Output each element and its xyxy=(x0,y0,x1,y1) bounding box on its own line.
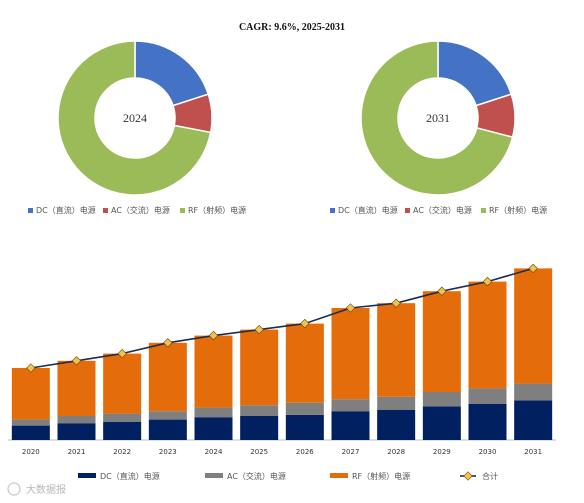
bar-3-2024 xyxy=(194,335,233,408)
donut-1-slice-1 xyxy=(134,40,210,107)
total-marker-2027 xyxy=(345,303,356,313)
bar-3-2021 xyxy=(57,360,96,416)
x-tick-2031: 2031 xyxy=(524,448,542,456)
bar-1-2020 xyxy=(11,425,50,440)
bar-1-2024 xyxy=(194,417,233,440)
donut-1-slice-3 xyxy=(57,40,212,196)
total-marker-2028 xyxy=(391,298,401,308)
bar-1-2029 xyxy=(422,406,461,440)
x-tick-2021: 2021 xyxy=(68,448,86,456)
bar-3-2025 xyxy=(240,329,279,406)
donut-2-slice-3 xyxy=(360,40,514,196)
total-marker-2020 xyxy=(26,363,36,373)
bar-legend-label-3: RF（射频）电源 xyxy=(352,471,410,481)
bar-3-2027 xyxy=(331,308,370,400)
total-marker-2022 xyxy=(117,348,127,359)
bar-3-2023 xyxy=(148,342,187,412)
donut-1-legend-swatch-2 xyxy=(103,208,108,213)
chart-title: CAGR: 9.6%, 2025-2031 xyxy=(238,22,346,33)
bar-legend-swatch-2 xyxy=(205,473,223,478)
donut-1-legend-label-1: DC（直流）电源 xyxy=(36,205,96,215)
total-marker-2031 xyxy=(528,263,538,274)
x-tick-2020: 2020 xyxy=(22,448,40,456)
x-tick-2030: 2030 xyxy=(479,448,497,456)
x-tick-2029: 2029 xyxy=(433,448,451,456)
donut-2-legend-swatch-1 xyxy=(330,208,335,213)
total-marker-2029 xyxy=(437,286,447,296)
donut-1-legend-swatch-3 xyxy=(180,208,185,213)
donut-1-center-label: 2024 xyxy=(123,111,147,125)
x-tick-2025: 2025 xyxy=(250,448,268,456)
bar-3-2020 xyxy=(11,368,50,420)
bar-legend-swatch-1 xyxy=(78,473,96,478)
bar-2-2021 xyxy=(57,416,96,424)
total-marker-2030 xyxy=(482,276,493,287)
total-marker-2023 xyxy=(163,338,173,348)
bar-1-2022 xyxy=(103,422,142,440)
bar-legend-label-4: 合计 xyxy=(482,471,498,481)
x-tick-2026: 2026 xyxy=(296,448,314,456)
bar-2-2024 xyxy=(194,407,233,418)
donut-2-legend-swatch-2 xyxy=(405,208,410,213)
bar-1-2026 xyxy=(285,414,324,440)
watermark-text: 大数据报 xyxy=(26,483,66,496)
donut-2-legend-label-1: DC（直流）电源 xyxy=(338,205,398,215)
bar-legend-marker-swatch xyxy=(463,471,473,481)
bar-legend-label-2: AC（交流）电源 xyxy=(227,471,286,481)
donut-2-slice-1 xyxy=(437,40,513,107)
donut-2-legend-swatch-3 xyxy=(481,208,486,213)
donut-1-legend-label-2: AC（交流）电源 xyxy=(111,205,170,215)
bar-3-2031 xyxy=(514,268,553,384)
x-tick-2024: 2024 xyxy=(205,448,223,456)
bar-1-2023 xyxy=(148,419,187,440)
donut-2-legend-label-2: AC（交流）电源 xyxy=(413,205,472,215)
bar-legend-label-1: DC（直流）电源 xyxy=(100,471,160,481)
total-marker-2024 xyxy=(208,330,219,341)
x-tick-2027: 2027 xyxy=(342,448,360,456)
bar-1-2027 xyxy=(331,411,370,440)
total-marker-2021 xyxy=(71,356,82,366)
bar-1-2031 xyxy=(514,400,553,440)
bar-2-2025 xyxy=(240,405,279,416)
bar-3-2029 xyxy=(422,291,461,392)
bar-1-2025 xyxy=(240,416,279,440)
total-line xyxy=(30,267,534,369)
donut-1-legend-swatch-1 xyxy=(28,208,33,213)
donut-1-legend-label-3: RF（射频）电源 xyxy=(188,205,246,215)
x-tick-2022: 2022 xyxy=(113,448,131,456)
watermark-logo-icon xyxy=(7,482,21,496)
bar-2-2030 xyxy=(468,388,507,404)
donut-2-legend-label-3: RF（射频）电源 xyxy=(489,205,547,215)
x-tick-2023: 2023 xyxy=(159,448,177,456)
bar-3-2028 xyxy=(377,303,416,397)
bar-2-2022 xyxy=(103,413,142,422)
bar-1-2021 xyxy=(57,423,96,440)
bar-3-2022 xyxy=(103,353,142,414)
bar-2-2029 xyxy=(422,392,461,407)
x-tick-2028: 2028 xyxy=(387,448,405,456)
bar-3-2026 xyxy=(285,323,324,403)
bar-1-2028 xyxy=(377,410,416,440)
bar-2-2028 xyxy=(377,396,416,410)
bar-2-2020 xyxy=(11,419,50,426)
bar-2-2026 xyxy=(285,402,324,415)
donut-2-center-label: 2031 xyxy=(426,111,450,125)
bar-legend-swatch-3 xyxy=(330,473,348,478)
bar-2-2023 xyxy=(148,411,187,420)
total-marker-2025 xyxy=(254,324,264,335)
bar-1-2030 xyxy=(468,404,507,440)
bar-3-2030 xyxy=(468,281,507,389)
bar-2-2027 xyxy=(331,399,370,412)
bar-2-2031 xyxy=(514,383,553,401)
total-marker-2026 xyxy=(300,318,310,329)
